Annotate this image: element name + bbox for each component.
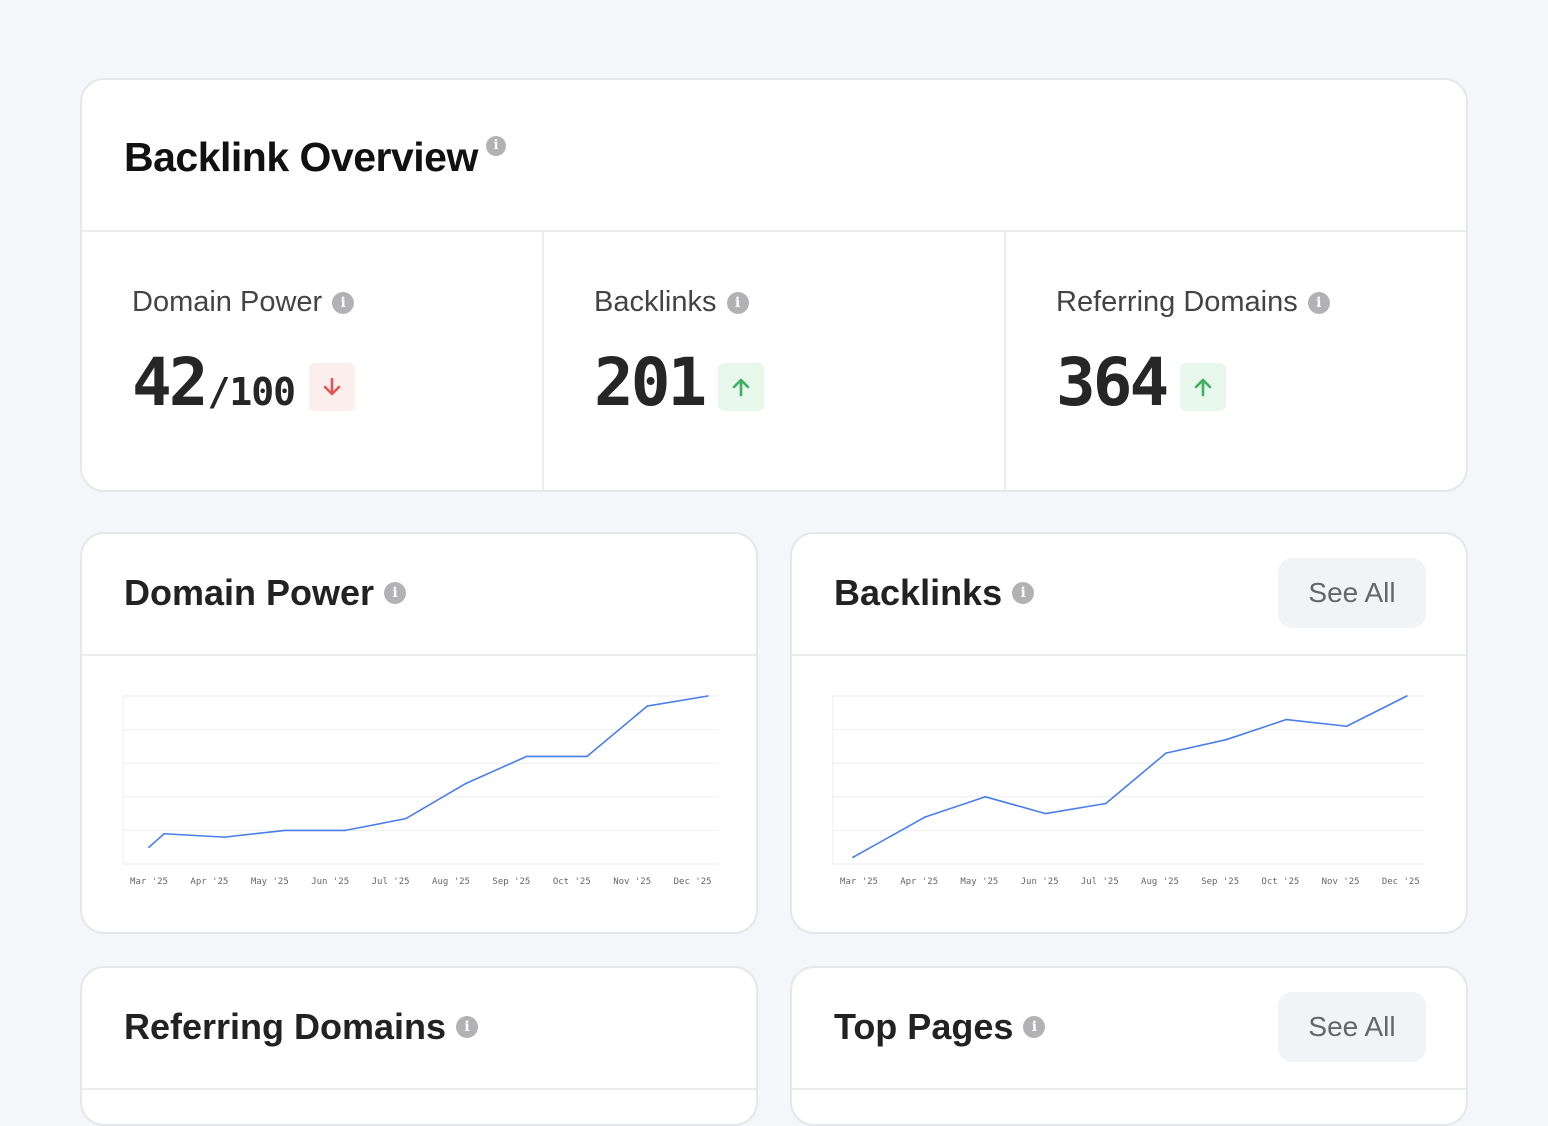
data-point [163, 832, 165, 835]
data-point [984, 795, 987, 798]
backlinks-chart: Mar '25 Apr '25 May '25 Jun '25 Jul '25 Aug '… [832, 695, 1424, 887]
stat-value-row: 201 [594, 344, 765, 421]
stat-label: Backlinks [594, 286, 717, 318]
x-tick-label: Nov '25 [613, 877, 651, 887]
card-title: Domain Power i [124, 572, 407, 614]
data-point [223, 836, 226, 839]
info-icon[interactable]: i [1307, 291, 1330, 314]
card-title: Backlinks i [834, 572, 1035, 614]
data-point [525, 755, 528, 758]
x-tick-label: Jul '25 [1081, 877, 1119, 887]
x-tick-label: May '25 [251, 877, 289, 887]
stat-label-row: Referring Domains i [1056, 286, 1330, 319]
x-tick-label: Dec '25 [1382, 877, 1420, 887]
x-tick-label: Aug '25 [432, 877, 470, 887]
x-tick-label: Mar '25 [130, 877, 168, 887]
stat-value: 42 [132, 344, 209, 421]
data-point [1405, 695, 1408, 697]
data-point [924, 816, 927, 818]
info-icon[interactable]: i [726, 291, 749, 314]
top-pages-card: Top Pages i See All [790, 966, 1468, 1126]
data-point [852, 856, 854, 859]
x-tick-label: May '25 [960, 877, 998, 887]
x-tick-label: Apr '25 [900, 877, 938, 887]
x-tick-label: Sep '25 [1201, 877, 1239, 887]
x-tick-label: Jun '25 [311, 877, 349, 887]
card-header: Top Pages i See All [792, 968, 1466, 1090]
x-tick-label: Sep '25 [492, 877, 530, 887]
x-tick-label: Jul '25 [372, 877, 410, 887]
card-header: Referring Domains i [82, 968, 756, 1090]
stats-row: Domain Power i 42 /100 Backlinks i 201 [82, 232, 1466, 490]
stat-backlinks: Backlinks i 201 [544, 232, 1006, 490]
x-tick-label: Mar '25 [840, 877, 878, 887]
info-icon[interactable]: i [1023, 1016, 1046, 1038]
data-point [646, 705, 649, 707]
card-title-text: Domain Power [124, 572, 375, 613]
data-point [1044, 812, 1047, 815]
arrow-up-icon [732, 378, 750, 396]
data-point [586, 755, 588, 758]
x-tick-label: Oct '25 [1261, 877, 1299, 887]
stat-referring-domains: Referring Domains i 364 [1006, 232, 1466, 490]
card-title-text: Top Pages [834, 1006, 1014, 1047]
card-header: Domain Power i [82, 534, 756, 656]
data-point [1285, 718, 1288, 721]
x-tick-label: Dec '25 [674, 877, 712, 887]
card-header: Backlinks i See All [792, 534, 1466, 656]
data-point [404, 817, 407, 820]
arrow-up-icon [1194, 378, 1212, 396]
stat-label-row: Backlinks i [594, 286, 749, 319]
stat-value-row: 42 /100 [132, 344, 355, 421]
series-line [148, 695, 708, 848]
trend-up-badge [718, 362, 765, 411]
x-tick-label: Apr '25 [190, 877, 228, 887]
stat-value-suffix: /100 [207, 370, 296, 414]
referring-domains-card: Referring Domains i [80, 966, 758, 1126]
trend-down-badge [309, 362, 355, 411]
backlink-overview-card: Backlink Overview i Domain Power i 42 /1… [80, 78, 1468, 492]
x-tick-label: Aug '25 [1141, 877, 1179, 887]
stat-value: 201 [594, 344, 707, 421]
x-tick-label: Jun '25 [1021, 877, 1059, 887]
stat-value-row: 364 [1056, 344, 1227, 421]
info-icon[interactable]: i [1012, 582, 1035, 604]
stat-value: 364 [1056, 344, 1169, 421]
data-point [465, 782, 467, 785]
domain-power-chart: Mar '25 Apr '25 May '25 Jun '25 Jul '25 Aug '… [122, 695, 718, 887]
trend-up-badge [1180, 362, 1227, 411]
data-point [1165, 752, 1167, 755]
stat-label: Domain Power [132, 286, 323, 318]
data-point [1345, 725, 1348, 728]
data-point [706, 695, 709, 697]
stat-label: Referring Domains [1056, 286, 1298, 318]
data-point [284, 829, 286, 832]
info-icon[interactable]: i [332, 291, 355, 314]
card-title-text: Backlinks [834, 572, 1003, 613]
see-all-button[interactable]: See All [1278, 992, 1426, 1062]
stat-label-row: Domain Power i [132, 286, 355, 319]
overview-title: Backlink Overview [124, 134, 478, 180]
domain-power-card: Domain Power i Mar '25 Apr '25 May '25 Jun … [80, 532, 758, 934]
x-tick-label: Nov '25 [1322, 877, 1360, 887]
series-line [852, 695, 1408, 858]
data-point [1104, 802, 1107, 805]
see-all-button[interactable]: See All [1278, 558, 1426, 628]
arrow-down-icon [323, 377, 341, 395]
info-icon[interactable]: i [486, 136, 506, 156]
info-icon[interactable]: i [384, 582, 407, 604]
backlinks-card: Backlinks i See All Mar '25 Apr '25 May '2… [790, 532, 1468, 934]
x-tick-label: Oct '25 [553, 877, 591, 887]
card-title: Referring Domains i [124, 1006, 479, 1048]
data-point [148, 846, 150, 849]
overview-header: Backlink Overview i [82, 80, 1466, 232]
data-point [344, 829, 347, 832]
info-icon[interactable]: i [456, 1016, 479, 1038]
stat-domain-power: Domain Power i 42 /100 [82, 232, 544, 490]
data-point [1225, 738, 1228, 741]
card-title: Top Pages i [834, 1006, 1046, 1048]
card-title-text: Referring Domains [124, 1006, 447, 1047]
